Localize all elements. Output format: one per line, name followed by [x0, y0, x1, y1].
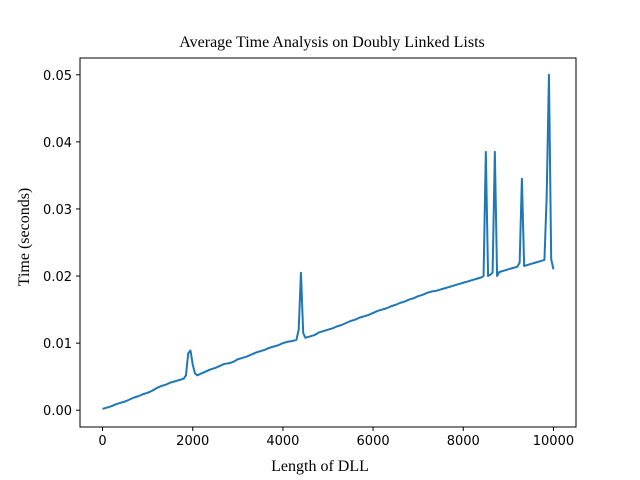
x-tick-label: 0 — [98, 434, 106, 449]
chart-title: Average Time Analysis on Doubly Linked L… — [179, 34, 484, 51]
plot-area — [102, 73, 555, 410]
plot-frame — [79, 57, 577, 428]
x-tick-label: 8000 — [447, 434, 480, 449]
y-tick-label: 0.03 — [43, 203, 72, 218]
y-axis-ticks: 0.00 0.01 0.02 0.03 0.04 0.05 — [43, 69, 80, 419]
x-tick-label: 6000 — [357, 434, 390, 449]
y-tick-label: 0.04 — [43, 136, 72, 151]
series-line — [102, 73, 555, 410]
y-tick-label: 0.00 — [43, 404, 72, 419]
y-axis-label: Time (seconds) — [16, 188, 33, 287]
y-tick-label: 0.05 — [43, 69, 72, 84]
x-tick-label: 10000 — [533, 434, 574, 449]
x-axis-label: Length of DLL — [271, 458, 369, 475]
x-tick-label: 2000 — [176, 434, 209, 449]
x-axis-ticks: 0 2000 4000 6000 8000 10000 — [98, 427, 574, 449]
x-tick-label: 4000 — [266, 434, 299, 449]
y-tick-label: 0.02 — [43, 270, 72, 285]
y-tick-label: 0.01 — [43, 337, 72, 352]
